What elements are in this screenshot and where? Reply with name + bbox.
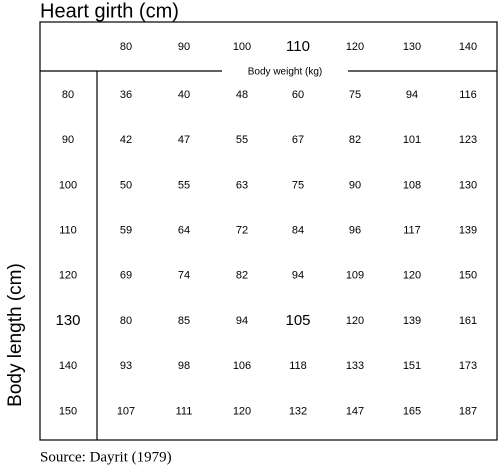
table-cell: 55	[178, 179, 190, 191]
table-cell: 85	[178, 315, 190, 327]
column-header: 90	[178, 41, 190, 53]
table-cell: 55	[236, 134, 248, 146]
table-cell: 139	[403, 315, 421, 327]
table-cell: 105	[285, 312, 310, 329]
table-cell: 94	[292, 270, 304, 282]
table-cell: 111	[176, 405, 193, 417]
side-label: Body length (cm)	[5, 263, 26, 407]
source: Source: Dayrit (1979)	[40, 449, 172, 465]
table-cell: 69	[120, 270, 132, 282]
table-cell: 151	[403, 360, 421, 372]
table-cell: 72	[236, 225, 248, 237]
column-header: 120	[346, 41, 364, 53]
title: Heart girth (cm)	[40, 0, 179, 22]
row-label: 130	[55, 312, 80, 329]
table-cell: 82	[236, 270, 248, 282]
column-header: 110	[286, 38, 310, 55]
table-cell: 42	[120, 134, 132, 146]
table-cell: 117	[403, 225, 421, 237]
table-cell: 50	[120, 179, 132, 191]
table-cell: 109	[346, 270, 364, 282]
row-label: 140	[59, 360, 77, 372]
table-cell: 150	[459, 270, 477, 282]
table-cell: 120	[403, 270, 421, 282]
table-cell: 123	[459, 134, 477, 146]
table-cell: 132	[289, 405, 307, 417]
table-cell: 36	[120, 89, 132, 101]
column-caption: Body weight (kg)	[248, 67, 322, 78]
table-cell: 84	[292, 225, 304, 237]
table-cell: 107	[117, 405, 135, 417]
table-cell: 94	[406, 89, 418, 101]
table-cell: 139	[459, 225, 477, 237]
table-border	[39, 21, 498, 441]
table-cell: 106	[233, 360, 251, 372]
column-header: 130	[403, 41, 421, 53]
table-cell: 47	[178, 134, 190, 146]
table-cell: 120	[233, 405, 251, 417]
table-cell: 147	[346, 405, 364, 417]
table-cell: 80	[120, 315, 132, 327]
row-label: 150	[59, 405, 77, 417]
table-cell: 94	[236, 315, 248, 327]
table-cell: 75	[349, 89, 361, 101]
table-cell: 64	[178, 225, 190, 237]
table-cell: 108	[403, 179, 421, 191]
table-cell: 165	[403, 405, 421, 417]
table-cell: 75	[292, 179, 304, 191]
column-header: 100	[233, 41, 251, 53]
row-label: 100	[59, 179, 77, 191]
table-cell: 130	[459, 179, 477, 191]
table-cell: 59	[120, 225, 132, 237]
table-cell: 63	[236, 179, 248, 191]
table-cell: 74	[178, 270, 190, 282]
table-cell: 67	[292, 134, 304, 146]
caption-bg	[222, 64, 348, 78]
column-header: 140	[459, 41, 477, 53]
table-cell: 161	[459, 315, 477, 327]
row-label: 90	[62, 134, 74, 146]
table-cell: 118	[289, 360, 307, 372]
table-cell: 48	[236, 89, 248, 101]
table-cell: 40	[178, 89, 190, 101]
table-cell: 101	[403, 134, 421, 146]
table-cell: 120	[346, 315, 364, 327]
row-label: 120	[59, 270, 77, 282]
table-cell: 82	[349, 134, 361, 146]
row-label: 110	[59, 225, 77, 237]
row-label: 80	[62, 89, 74, 101]
table-cell: 60	[292, 89, 304, 101]
table-cell: 187	[459, 405, 477, 417]
table-cell: 173	[459, 360, 477, 372]
table-cell: 133	[346, 360, 364, 372]
table-cell: 116	[459, 89, 477, 101]
table-cell: 96	[349, 225, 361, 237]
column-header: 80	[120, 41, 132, 53]
table-cell: 98	[178, 360, 190, 372]
table-cell: 90	[349, 179, 361, 191]
table-cell: 93	[120, 360, 132, 372]
